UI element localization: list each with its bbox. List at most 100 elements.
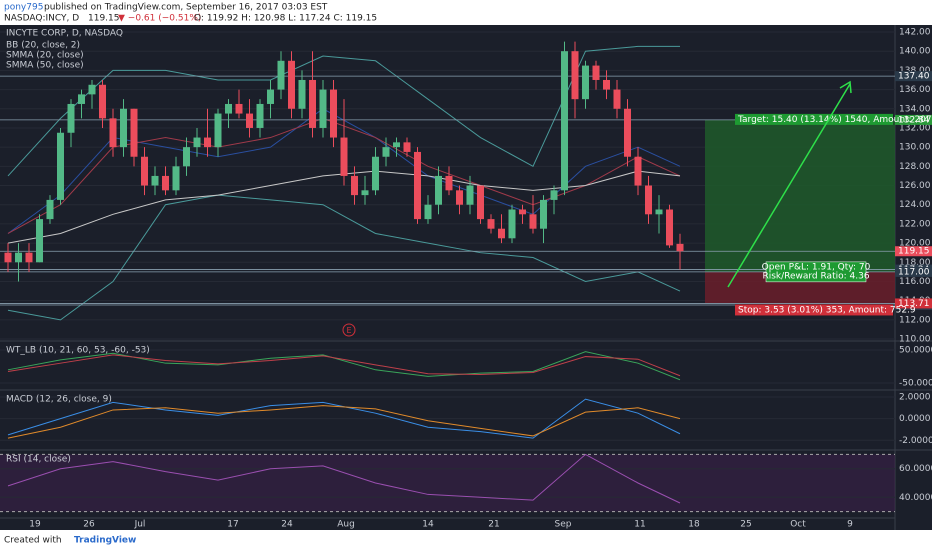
chart-title: INCYTE CORP, D, NASDAQ (6, 29, 123, 39)
candle-body (372, 156, 379, 191)
candle-body (67, 103, 75, 133)
price-tag (895, 246, 932, 257)
price-tag-label: 119.15 (898, 247, 930, 257)
x-tick-label: 11 (634, 520, 645, 530)
y-tick-label: 0.0000 (899, 414, 931, 424)
x-tick-label: 24 (281, 520, 293, 530)
candle-body (403, 142, 411, 152)
candle-body (246, 113, 253, 128)
candle-body (36, 219, 43, 263)
candle-body (382, 147, 390, 157)
y-tick-label: 50.0000 (899, 345, 932, 355)
x-tick-label: Oct (790, 520, 806, 530)
y-tick-label: 134.00 (899, 104, 931, 114)
candle-body (655, 209, 663, 215)
candle-body (582, 65, 589, 100)
candle-body (4, 252, 12, 263)
candle-body (120, 108, 127, 148)
last-price: 119.15 (88, 14, 120, 24)
candle-body (225, 103, 232, 114)
y-tick-label: 136.00 (899, 85, 931, 95)
event-marker (342, 323, 356, 337)
candle-body (57, 132, 64, 200)
y-tick-label: 124.00 (899, 200, 931, 210)
candle-body (529, 214, 537, 229)
change: ▼ −0.61 (−0.51%) (118, 14, 201, 24)
candle-body (445, 175, 453, 191)
candle-body (477, 185, 484, 220)
ohlc: O: 119.92 H: 120.98 L: 117.24 C: 119.15 (194, 14, 377, 24)
candle-body (193, 137, 201, 148)
candle-body (540, 199, 547, 229)
price-tag-label: 113.71 (898, 299, 930, 309)
candle-body (424, 204, 432, 220)
candle-body (109, 118, 117, 148)
y-tick-label: 110.00 (899, 335, 931, 345)
candle-body (277, 60, 285, 90)
panel-title: WT_LB (10, 21, 60, 53, -60, -53) (6, 346, 150, 356)
candle-body (592, 65, 600, 80)
published: published on TradingView.com, September … (44, 3, 328, 13)
candle-body (466, 185, 474, 205)
candle-body (319, 89, 327, 128)
user[interactable]: pony795 (4, 3, 43, 13)
y-tick-label: 116.00 (899, 277, 931, 287)
y-tick-label: 130.00 (899, 143, 931, 153)
candle-body (456, 190, 463, 205)
candle-body (267, 89, 274, 104)
stop-text: Stop: 3.53 (3.01%) 353, Amount: 752.9 (738, 305, 916, 315)
y-tick-label: 132.00 (899, 123, 931, 133)
candle-body (46, 199, 54, 220)
price-tag-label: 117.00 (898, 267, 930, 277)
x-tick-label: 21 (488, 520, 499, 530)
y-tick-label: 60.0000 (899, 464, 932, 474)
x-tick-label: 18 (688, 520, 700, 530)
candle-body (550, 190, 558, 200)
y-tick-label: 122.00 (899, 219, 931, 229)
candle-body (130, 108, 138, 157)
candle-body (414, 151, 421, 220)
candle-body (634, 156, 642, 186)
candle-body (361, 190, 369, 196)
y-tick-label: 2.0000 (899, 392, 931, 402)
indicator-line (7, 405, 681, 439)
candle-body (25, 252, 33, 263)
panel-title: MACD (12, 26, close, 9) (6, 395, 112, 405)
y-tick-label: 140.00 (899, 47, 931, 57)
y-tick-label: 142.00 (899, 28, 931, 38)
candle-body (214, 113, 222, 148)
pnl-box (765, 261, 867, 283)
x-tick-label: 17 (227, 520, 238, 530)
candle-body (183, 147, 190, 167)
y-tick-label: 126.00 (899, 181, 931, 191)
candle-body (235, 103, 243, 114)
candle-body (78, 94, 85, 104)
target-text: Target: 15.40 (13.14%) 1540, Amount: 207 (737, 115, 932, 125)
candle-body (498, 228, 505, 239)
candle-body (256, 103, 264, 128)
y-tick-label: 118.00 (899, 258, 931, 268)
y-tick-label: 138.00 (899, 66, 931, 76)
price-tag-label: 132.84 (898, 115, 930, 125)
brand[interactable]: TradingView (74, 536, 136, 546)
candle-body (613, 89, 621, 109)
panel-title: RSI (14, close) (6, 455, 71, 465)
x-tick-label: 26 (83, 520, 95, 530)
target-zone (705, 119, 895, 272)
x-tick-label: 25 (740, 520, 751, 530)
candle-body (288, 60, 295, 109)
symbol: NASDAQ:INCY, D (4, 14, 79, 24)
candle-body (151, 175, 159, 186)
bb-lower (7, 194, 681, 321)
indicator-line (7, 351, 681, 381)
y-tick-label: 112.00 (899, 315, 931, 325)
candle-body (204, 137, 211, 148)
candle-body (645, 185, 652, 215)
price-tag (895, 114, 932, 125)
rsi-band (0, 454, 895, 512)
x-tick-label: Aug (337, 520, 355, 530)
price-tag (895, 266, 932, 277)
candle-body (298, 79, 306, 109)
stop-box (735, 304, 893, 316)
